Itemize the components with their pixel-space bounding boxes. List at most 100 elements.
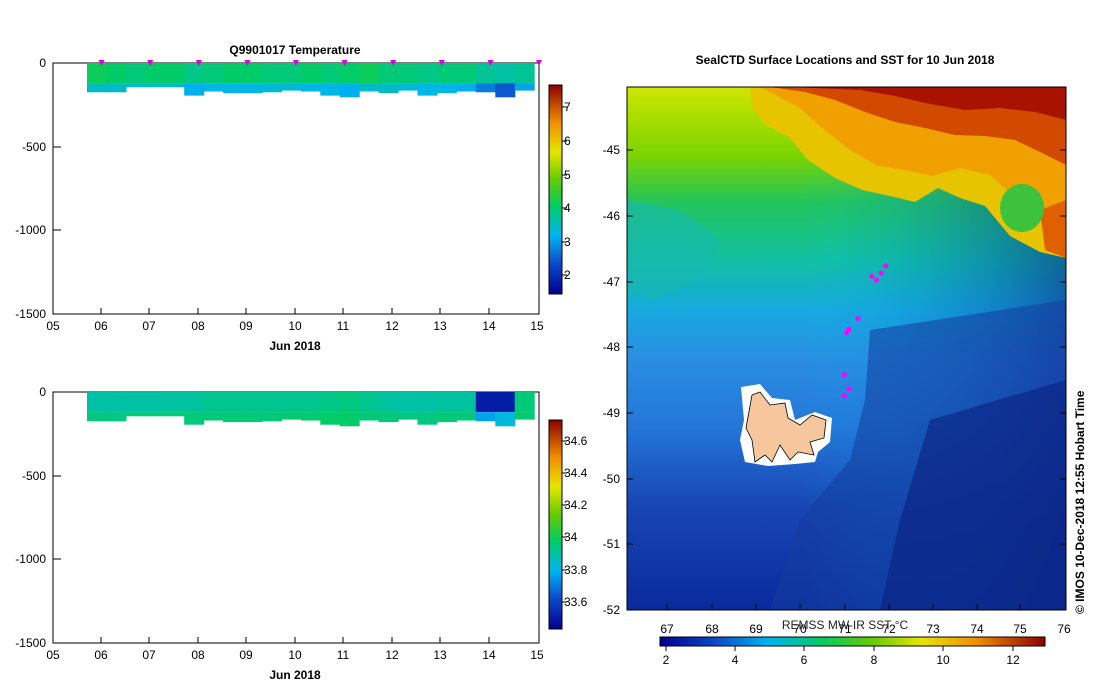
temperature-x-axis: 05 06 07 08 09 10 11 12 13 14 15 Jun 201… xyxy=(46,308,544,353)
section-cell xyxy=(300,63,321,84)
colorbar-tick-label: 6 xyxy=(564,134,571,148)
x-axis-label: Jun 2018 xyxy=(269,668,321,682)
x-tick-label: 10 xyxy=(288,648,302,662)
temperature-y-axis: 0 -500 -1000 -1500 xyxy=(15,56,61,321)
latitude-axis: -45 -46 -47 -48 -49 -50 -51 -52 xyxy=(603,143,1066,617)
x-tick-label: 06 xyxy=(94,648,108,662)
y-tick-label: -500 xyxy=(22,469,46,483)
sst-field xyxy=(627,87,1066,610)
colorbar-tick-label: 3 xyxy=(564,235,571,249)
surface-marker xyxy=(487,60,494,66)
section-cell xyxy=(242,412,263,423)
section-cell xyxy=(300,83,321,92)
longitude-axis: 67 68 69 70 71 72 73 74 75 76 xyxy=(660,604,1071,636)
lat-tick-label: -52 xyxy=(603,603,621,617)
surface-marker xyxy=(341,60,348,66)
section-cell xyxy=(320,83,341,96)
section-cell xyxy=(339,83,360,98)
x-tick-label: 09 xyxy=(239,319,253,333)
section-cell xyxy=(378,83,399,94)
colorbar-tick-label: 7 xyxy=(564,100,571,114)
section-cell xyxy=(203,412,224,421)
section-cell xyxy=(281,412,302,420)
x-tick-label: 12 xyxy=(385,319,399,333)
x-tick-label: 14 xyxy=(482,648,496,662)
lat-tick-label: -47 xyxy=(603,275,621,289)
x-axis-label: Jun 2018 xyxy=(269,339,321,353)
surface-marker xyxy=(195,60,202,66)
seal-position-point xyxy=(874,277,879,283)
section-cell xyxy=(475,392,496,413)
section-cell xyxy=(339,412,360,427)
colorbar-tick-label: 6 xyxy=(801,653,808,667)
section-cell xyxy=(320,412,341,425)
section-cell xyxy=(495,412,516,427)
section-cell xyxy=(398,83,419,91)
salinity-panel: 0 -500 -1000 -1500 05 06 07 08 09 10 11 … xyxy=(15,385,587,682)
section-cell xyxy=(456,63,477,84)
section-cell xyxy=(436,392,457,413)
section-cell xyxy=(125,63,146,84)
surface-marker xyxy=(390,60,397,66)
colorbar-tick-label: 33.8 xyxy=(564,563,588,577)
section-cell xyxy=(514,412,535,420)
surface-marker xyxy=(536,60,542,66)
section-cell xyxy=(164,83,185,88)
section-cell xyxy=(106,412,127,422)
temperature-plot-area xyxy=(52,62,540,315)
surface-marker xyxy=(98,60,105,66)
x-tick-label: 10 xyxy=(288,319,302,333)
section-cell xyxy=(203,392,224,413)
colorbar-tick-label: 2 xyxy=(663,653,670,667)
colorbar-tick-label: 5 xyxy=(564,168,571,182)
surface-marker xyxy=(244,60,251,66)
x-tick-label: 15 xyxy=(530,648,544,662)
section-cell xyxy=(281,83,302,91)
seal-position-point xyxy=(846,386,852,392)
kerguelen-islands xyxy=(740,384,832,466)
section-cell xyxy=(436,83,457,94)
section-cell xyxy=(242,392,263,413)
y-tick-label: -1500 xyxy=(15,636,46,650)
section-cell xyxy=(398,412,419,420)
section-cell xyxy=(106,392,127,413)
lat-tick-label: -50 xyxy=(603,472,621,486)
section-cell xyxy=(359,412,380,421)
lon-tick-label: 68 xyxy=(705,622,719,636)
section-cell xyxy=(106,83,127,93)
section-cell xyxy=(203,63,224,84)
y-tick-label: -500 xyxy=(22,140,46,154)
surface-markers xyxy=(98,60,542,66)
section-cell xyxy=(164,392,185,413)
surface-marker xyxy=(438,60,445,66)
temperature-title: Q9901017 Temperature xyxy=(229,43,361,57)
section-cell xyxy=(242,83,263,94)
section-cell xyxy=(184,392,205,413)
section-cell xyxy=(164,63,185,84)
x-tick-label: 11 xyxy=(337,319,350,333)
section-cell xyxy=(417,392,438,413)
section-cell xyxy=(262,392,282,413)
section-cell xyxy=(262,63,282,84)
map-frame xyxy=(626,86,1067,611)
colorbar-bar xyxy=(659,636,1046,647)
section-cell xyxy=(359,63,380,84)
section-cell xyxy=(398,392,419,413)
surface-marker xyxy=(293,60,299,66)
section-cell xyxy=(203,83,224,92)
lat-tick-label: -51 xyxy=(603,537,621,551)
seal-position-point xyxy=(878,270,884,276)
colorbar-tick-label: 33.6 xyxy=(564,595,588,609)
lon-tick-label: 76 xyxy=(1057,622,1071,636)
section-cell xyxy=(456,392,477,413)
section-cell xyxy=(242,63,263,84)
sst-colorbar-label: REMSS MW-IR SST °C xyxy=(782,618,909,632)
section-cell xyxy=(339,63,360,84)
section-cell xyxy=(456,83,477,92)
lon-tick-label: 72 xyxy=(882,622,896,636)
copyright-timestamp: © IMOS 10-Dec-2018 12:55 Hobart Time xyxy=(1073,390,1087,614)
surface-marker xyxy=(147,60,154,66)
temperature-colorbar: 2 3 4 5 6 7 xyxy=(548,84,571,295)
map-title: SealCTD Surface Locations and SST for 10… xyxy=(696,53,995,67)
y-tick-label: -1000 xyxy=(15,552,46,566)
